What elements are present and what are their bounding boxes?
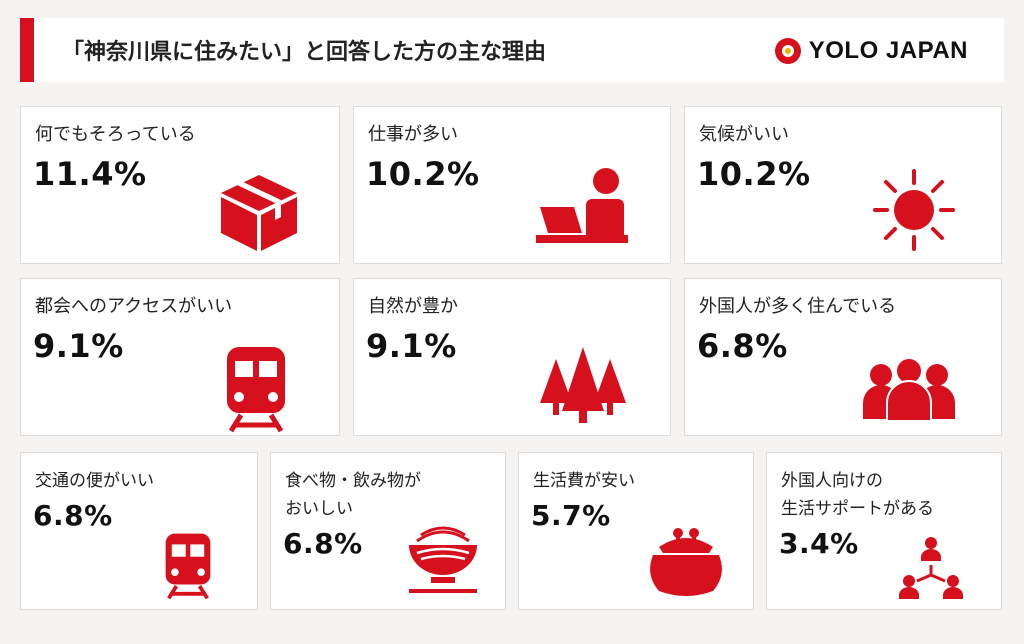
people-group-icon	[863, 357, 955, 421]
reason-label-line-2: おいしい	[285, 499, 353, 519]
person-laptop-icon	[536, 168, 628, 243]
reason-card-jobs: 仕事が多い 10.2%	[353, 106, 671, 264]
reason-value: 6.8%	[33, 499, 113, 532]
reason-card-nature: 自然が豊か 9.1%	[353, 278, 671, 436]
reason-value: 11.4%	[33, 155, 147, 193]
reason-value: 6.8%	[697, 327, 788, 365]
logo: YOLO JAPAN	[774, 36, 968, 66]
reason-label: 気候がいい	[699, 124, 789, 145]
reason-card-assortment: 何でもそろっている 11.4%	[20, 106, 340, 264]
train-icon	[165, 533, 211, 600]
reason-label: 交通の便がいい	[35, 471, 154, 491]
logo-mark-icon	[774, 38, 801, 64]
reason-value: 6.8%	[283, 527, 363, 560]
reason-card-city-access: 都会へのアクセスがいい 9.1%	[20, 278, 340, 436]
support-network-icon	[899, 537, 963, 599]
reason-value: 5.7%	[531, 499, 611, 532]
reason-label: 仕事が多い	[368, 124, 458, 145]
reason-value: 9.1%	[33, 327, 124, 365]
reason-label: 外国人が多く住んでいる	[699, 296, 897, 317]
header: 「神奈川県に住みたい」と回答した方の主な理由 YOLO JAPAN	[20, 18, 1004, 82]
reason-card-transport: 交通の便がいい 6.8%	[20, 452, 258, 610]
reason-label: 食べ物・飲み物が おいしい	[285, 467, 421, 523]
reason-label: 生活費が安い	[533, 471, 635, 491]
reason-label: 何でもそろっている	[35, 124, 196, 145]
reason-value: 10.2%	[366, 155, 480, 193]
sun-icon	[873, 169, 955, 251]
reason-label-line-2: 生活サポートがある	[781, 499, 934, 519]
train-icon	[227, 347, 285, 433]
trees-icon	[540, 347, 626, 423]
reason-value: 9.1%	[366, 327, 457, 365]
reason-value: 10.2%	[697, 155, 811, 193]
reason-label-line-1: 外国人向けの	[781, 471, 883, 491]
logo-text: YOLO JAPAN	[808, 37, 968, 64]
purse-icon	[650, 528, 722, 596]
accent-bar	[20, 18, 34, 82]
page-title: 「神奈川県に住みたい」と回答した方の主な理由	[62, 40, 547, 65]
reason-card-food: 食べ物・飲み物が おいしい 6.8%	[270, 452, 506, 610]
reason-card-climate: 気候がいい 10.2%	[684, 106, 1002, 264]
reason-card-cost-of-living: 生活費が安い 5.7%	[518, 452, 754, 610]
reason-card-support: 外国人向けの 生活サポートがある 3.4%	[766, 452, 1002, 610]
reason-label: 都会へのアクセスがいい	[35, 296, 233, 317]
box-icon	[221, 175, 297, 251]
bowl-icon	[409, 526, 477, 593]
reason-label-line-1: 食べ物・飲み物が	[285, 471, 421, 491]
reason-card-foreign-residents: 外国人が多く住んでいる 6.8%	[684, 278, 1002, 436]
reason-label: 外国人向けの 生活サポートがある	[781, 467, 934, 523]
reason-label: 自然が豊か	[368, 296, 458, 317]
reason-value: 3.4%	[779, 527, 859, 560]
